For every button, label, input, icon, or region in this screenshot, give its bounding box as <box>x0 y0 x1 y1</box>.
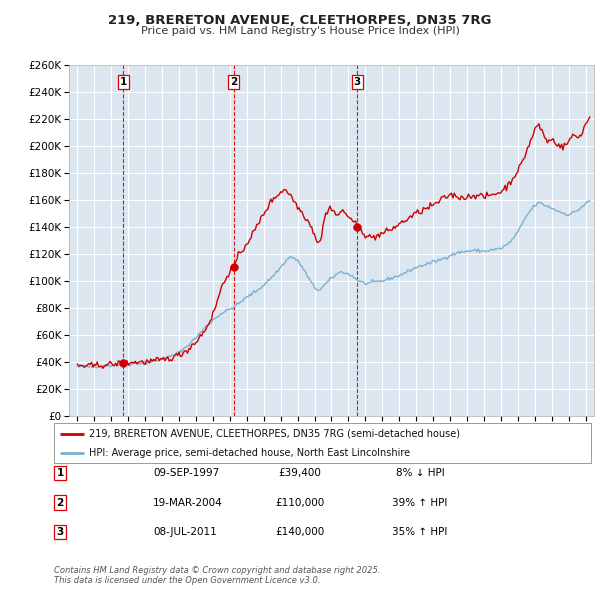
Text: 09-SEP-1997: 09-SEP-1997 <box>153 468 219 478</box>
Text: 3: 3 <box>56 527 64 537</box>
Text: £110,000: £110,000 <box>275 498 325 507</box>
Text: 2: 2 <box>56 498 64 507</box>
Text: 219, BRERETON AVENUE, CLEETHORPES, DN35 7RG (semi-detached house): 219, BRERETON AVENUE, CLEETHORPES, DN35 … <box>89 429 460 439</box>
Text: HPI: Average price, semi-detached house, North East Lincolnshire: HPI: Average price, semi-detached house,… <box>89 448 410 458</box>
Text: 08-JUL-2011: 08-JUL-2011 <box>153 527 217 537</box>
Text: 35% ↑ HPI: 35% ↑ HPI <box>392 527 448 537</box>
Text: 39% ↑ HPI: 39% ↑ HPI <box>392 498 448 507</box>
Text: £39,400: £39,400 <box>278 468 322 478</box>
Text: 2: 2 <box>230 77 237 87</box>
Text: £140,000: £140,000 <box>275 527 325 537</box>
Text: 3: 3 <box>353 77 361 87</box>
Text: Price paid vs. HM Land Registry's House Price Index (HPI): Price paid vs. HM Land Registry's House … <box>140 27 460 36</box>
Text: 8% ↓ HPI: 8% ↓ HPI <box>395 468 445 478</box>
Text: 1: 1 <box>119 77 127 87</box>
Text: Contains HM Land Registry data © Crown copyright and database right 2025.
This d: Contains HM Land Registry data © Crown c… <box>54 566 380 585</box>
Text: 219, BRERETON AVENUE, CLEETHORPES, DN35 7RG: 219, BRERETON AVENUE, CLEETHORPES, DN35 … <box>108 14 492 27</box>
Text: 1: 1 <box>56 468 64 478</box>
Text: 19-MAR-2004: 19-MAR-2004 <box>153 498 223 507</box>
